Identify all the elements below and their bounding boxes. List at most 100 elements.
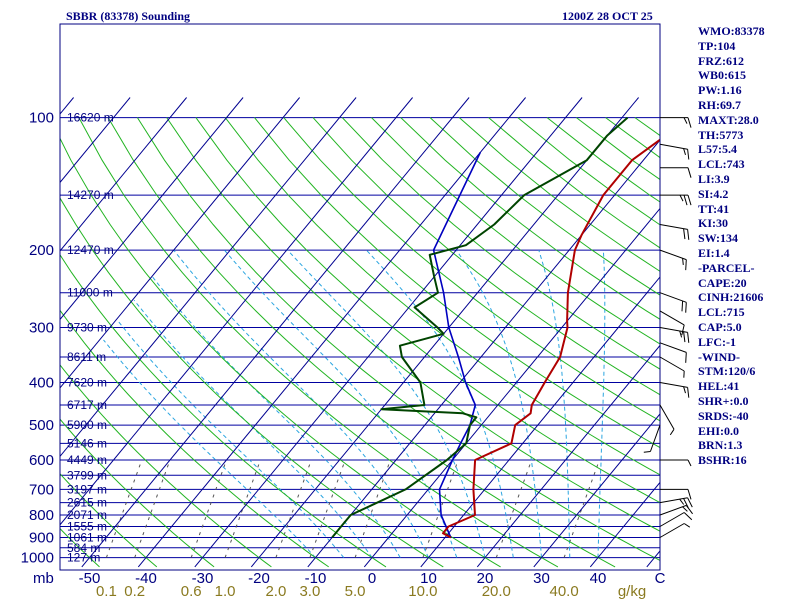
moist-adiabat bbox=[224, 249, 458, 558]
height-label: 6717 m bbox=[67, 398, 107, 412]
index-line: LCL:743 bbox=[698, 157, 745, 172]
height-label: 1061 m bbox=[67, 531, 107, 545]
moist-adiabat bbox=[455, 249, 542, 558]
wind-barb-flag bbox=[685, 259, 687, 271]
wind-barb-staff bbox=[659, 292, 687, 303]
pressure-tick-label: 900 bbox=[29, 530, 54, 547]
station-title: SBBR (83378) Sounding bbox=[66, 9, 191, 23]
wind-barb-flag bbox=[679, 498, 685, 505]
isotherm-line bbox=[60, 97, 244, 321]
dry-adiabat bbox=[0, 118, 42, 567]
index-line: MAXT:28.0 bbox=[698, 112, 759, 127]
temperature-tick-label: 0 bbox=[368, 570, 376, 587]
indices-panel: WMO:83378 TP:104 FRZ:612 WB0:615 PW:1.16 RH:6… bbox=[698, 24, 765, 468]
index-line: LCL:715 bbox=[698, 305, 745, 320]
mixing-ratio-line bbox=[563, 459, 600, 558]
index-line: TP:104 bbox=[698, 38, 736, 53]
mixing-ratio-label: 10.0 bbox=[408, 583, 437, 600]
wind-barb-staff bbox=[659, 523, 685, 538]
wind-barb-flag bbox=[687, 194, 692, 206]
moist-adiabat bbox=[133, 299, 373, 558]
wind-barb bbox=[659, 249, 687, 271]
isotherm-line bbox=[589, 481, 660, 568]
height-label: 3799 m bbox=[67, 468, 107, 482]
dry-adiabat bbox=[60, 418, 215, 568]
dry-adiabat bbox=[60, 527, 100, 568]
dry-adiabat bbox=[136, 117, 660, 562]
wind-barb-flag bbox=[669, 429, 675, 436]
mixing-ratio-line bbox=[134, 459, 171, 558]
chart-frame bbox=[59, 23, 661, 571]
height-label: 2071 m bbox=[67, 508, 107, 522]
mixing-ratio-label: 3.0 bbox=[299, 583, 320, 600]
isotherm-line bbox=[250, 97, 639, 568]
index-line: L57:5.4 bbox=[698, 142, 737, 157]
isotherm-line bbox=[194, 97, 583, 568]
mixing-ratio-label: 1.0 bbox=[215, 583, 236, 600]
pressure-tick-label: 400 bbox=[29, 375, 54, 392]
wind-barb-flag bbox=[687, 489, 692, 500]
mixing-ratio-line bbox=[275, 459, 312, 558]
wind-barb-flag bbox=[683, 523, 691, 528]
wind-barb-flag bbox=[683, 194, 688, 206]
moist-adiabat bbox=[597, 250, 606, 558]
temperature-trace bbox=[442, 138, 660, 539]
wind-barb-flag bbox=[683, 331, 686, 343]
index-line: SHR+:0.0 bbox=[698, 393, 749, 408]
height-label: 8611 m bbox=[67, 350, 106, 364]
wind-barb-flag bbox=[687, 117, 692, 128]
wind-barb bbox=[660, 167, 692, 178]
wind-barb-flag bbox=[685, 352, 687, 363]
dry-adiabat bbox=[60, 364, 272, 568]
height-label: 12470 m bbox=[67, 243, 114, 257]
plot-border bbox=[59, 23, 661, 571]
wind-barb bbox=[659, 382, 690, 398]
index-line: WB0:615 bbox=[698, 68, 746, 83]
index-line: -WIND- bbox=[698, 349, 740, 364]
wind-barb-flag bbox=[681, 324, 685, 336]
index-line: SI:4.2 bbox=[698, 186, 729, 201]
moist-adiabat bbox=[152, 276, 401, 558]
wind-barb bbox=[660, 194, 692, 206]
wind-barb-flag bbox=[687, 497, 693, 508]
height-label: 127 m bbox=[67, 551, 100, 565]
wind-barb bbox=[660, 117, 692, 128]
wind-barb-flag bbox=[685, 302, 687, 313]
wind-barb-flag bbox=[643, 451, 651, 453]
sounding-time: 1200Z 28 OCT 25 bbox=[562, 9, 653, 23]
wind-barb-flag bbox=[687, 332, 690, 343]
mixing-ratio-line bbox=[190, 459, 227, 558]
wind-barb-flag bbox=[687, 387, 690, 398]
index-line: STM:120/6 bbox=[698, 364, 756, 379]
wind-barb-flag bbox=[683, 148, 686, 156]
wind-barbs bbox=[643, 117, 693, 538]
height-label: 5146 m bbox=[67, 436, 107, 450]
wind-barb-flag bbox=[683, 228, 686, 240]
dry-adiabat bbox=[341, 117, 660, 370]
moist-adiabat bbox=[366, 249, 514, 558]
index-line: BRN:1.3 bbox=[698, 438, 743, 453]
parcel-trace bbox=[432, 152, 482, 538]
height-label: 4449 m bbox=[67, 453, 107, 467]
wind-barb bbox=[659, 143, 690, 160]
index-line: CAPE:20 bbox=[698, 275, 747, 290]
index-line: WMO:83378 bbox=[698, 24, 765, 38]
wind-barb bbox=[659, 292, 687, 313]
wind-barb-flag bbox=[681, 300, 684, 312]
dry-adiabat bbox=[254, 117, 660, 449]
dry-adiabat bbox=[312, 117, 660, 396]
height-label: 3197 m bbox=[67, 482, 107, 496]
wind-barb-staff bbox=[649, 424, 661, 452]
isotherm-line bbox=[476, 344, 660, 568]
isobar-lines bbox=[60, 117, 660, 559]
index-line: HEL:41 bbox=[698, 379, 740, 394]
height-label: 584 m bbox=[67, 541, 100, 555]
temperature-tick-label: -40 bbox=[135, 570, 157, 587]
index-line: CAP:5.0 bbox=[698, 319, 742, 334]
mixing-ratio-label: 40.0 bbox=[549, 583, 578, 600]
wind-barb-staff bbox=[659, 310, 685, 326]
wind-barb bbox=[659, 404, 675, 436]
temperature-tick-label: -30 bbox=[192, 570, 214, 587]
mixing-ratio-label: 5.0 bbox=[345, 583, 366, 600]
